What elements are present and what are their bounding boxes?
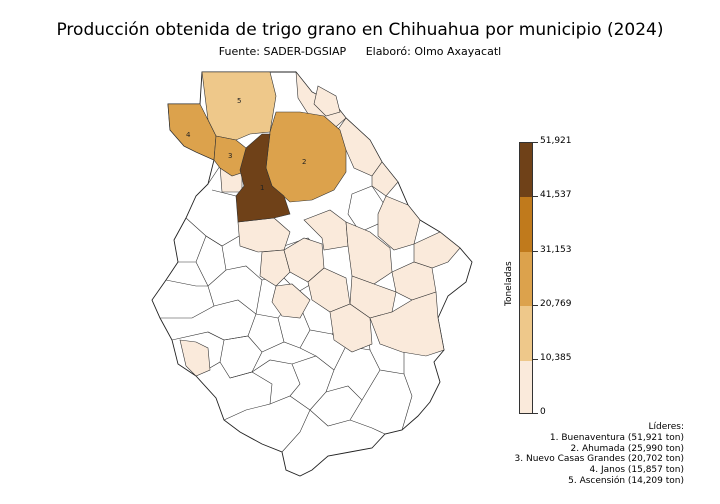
- legend-swatch-10385-20769: [520, 306, 532, 361]
- legend-tick-label: 51,921: [540, 136, 572, 146]
- legend-tick: [533, 251, 538, 252]
- legend-tick: [533, 142, 538, 143]
- map-title: Producción obtenida de trigo grano en Ch…: [56, 20, 664, 40]
- region-nuevo-casas-grandes: [213, 135, 247, 177]
- legend-tick-label: 41,537: [540, 190, 572, 200]
- legend-title: Toneladas: [504, 261, 514, 306]
- legend-tick-label: 20,769: [540, 299, 572, 309]
- leaders-list: Líderes: 1. Buenaventura (51,921 ton) 2.…: [515, 422, 684, 487]
- legend-swatch-41537-51921: [520, 143, 532, 198]
- legend-swatch-0-10385: [520, 360, 532, 413]
- map-label-4: 4: [186, 131, 191, 139]
- legend-tick-label: 31,153: [540, 245, 572, 255]
- leader-item: 1. Buenaventura (51,921 ton): [549, 432, 684, 443]
- legend-tick: [533, 413, 538, 414]
- legend-tick: [533, 305, 538, 306]
- map-subtitle: Fuente: SADER-DGSIAP Elaboró: Olmo Axaya…: [0, 45, 720, 58]
- low-production-regions: [179, 71, 461, 377]
- legend-tick: [533, 359, 538, 360]
- leaders-heading: Líderes:: [648, 422, 684, 432]
- leader-item: 3. Nuevo Casas Grandes (20,702 ton): [514, 454, 684, 465]
- leader-item: 5. Ascensión (14,209 ton): [568, 475, 684, 486]
- map-label-2: 2: [302, 158, 306, 166]
- map-label-3: 3: [228, 152, 232, 160]
- region-buenaventura: [235, 133, 291, 223]
- author-text: Elaboró: Olmo Axayacatl: [365, 45, 502, 58]
- legend-swatch-31153-41537: [520, 197, 532, 252]
- legend-tick: [533, 196, 538, 197]
- legend-tick-label: 0: [540, 407, 546, 417]
- leader-item: 2. Ahumada (25,990 ton): [570, 443, 685, 454]
- legend-swatch-20769-31153: [520, 251, 532, 307]
- leader-item: 4. Janos (15,857 ton): [589, 465, 685, 476]
- region-ahumada: [265, 111, 347, 203]
- map-label-5: 5: [237, 97, 241, 105]
- legend-tick-label: 10,385: [540, 353, 572, 363]
- map-label-1: 1: [260, 184, 264, 192]
- source-text: Fuente: SADER-DGSIAP: [218, 45, 347, 58]
- color-legend: [519, 142, 533, 414]
